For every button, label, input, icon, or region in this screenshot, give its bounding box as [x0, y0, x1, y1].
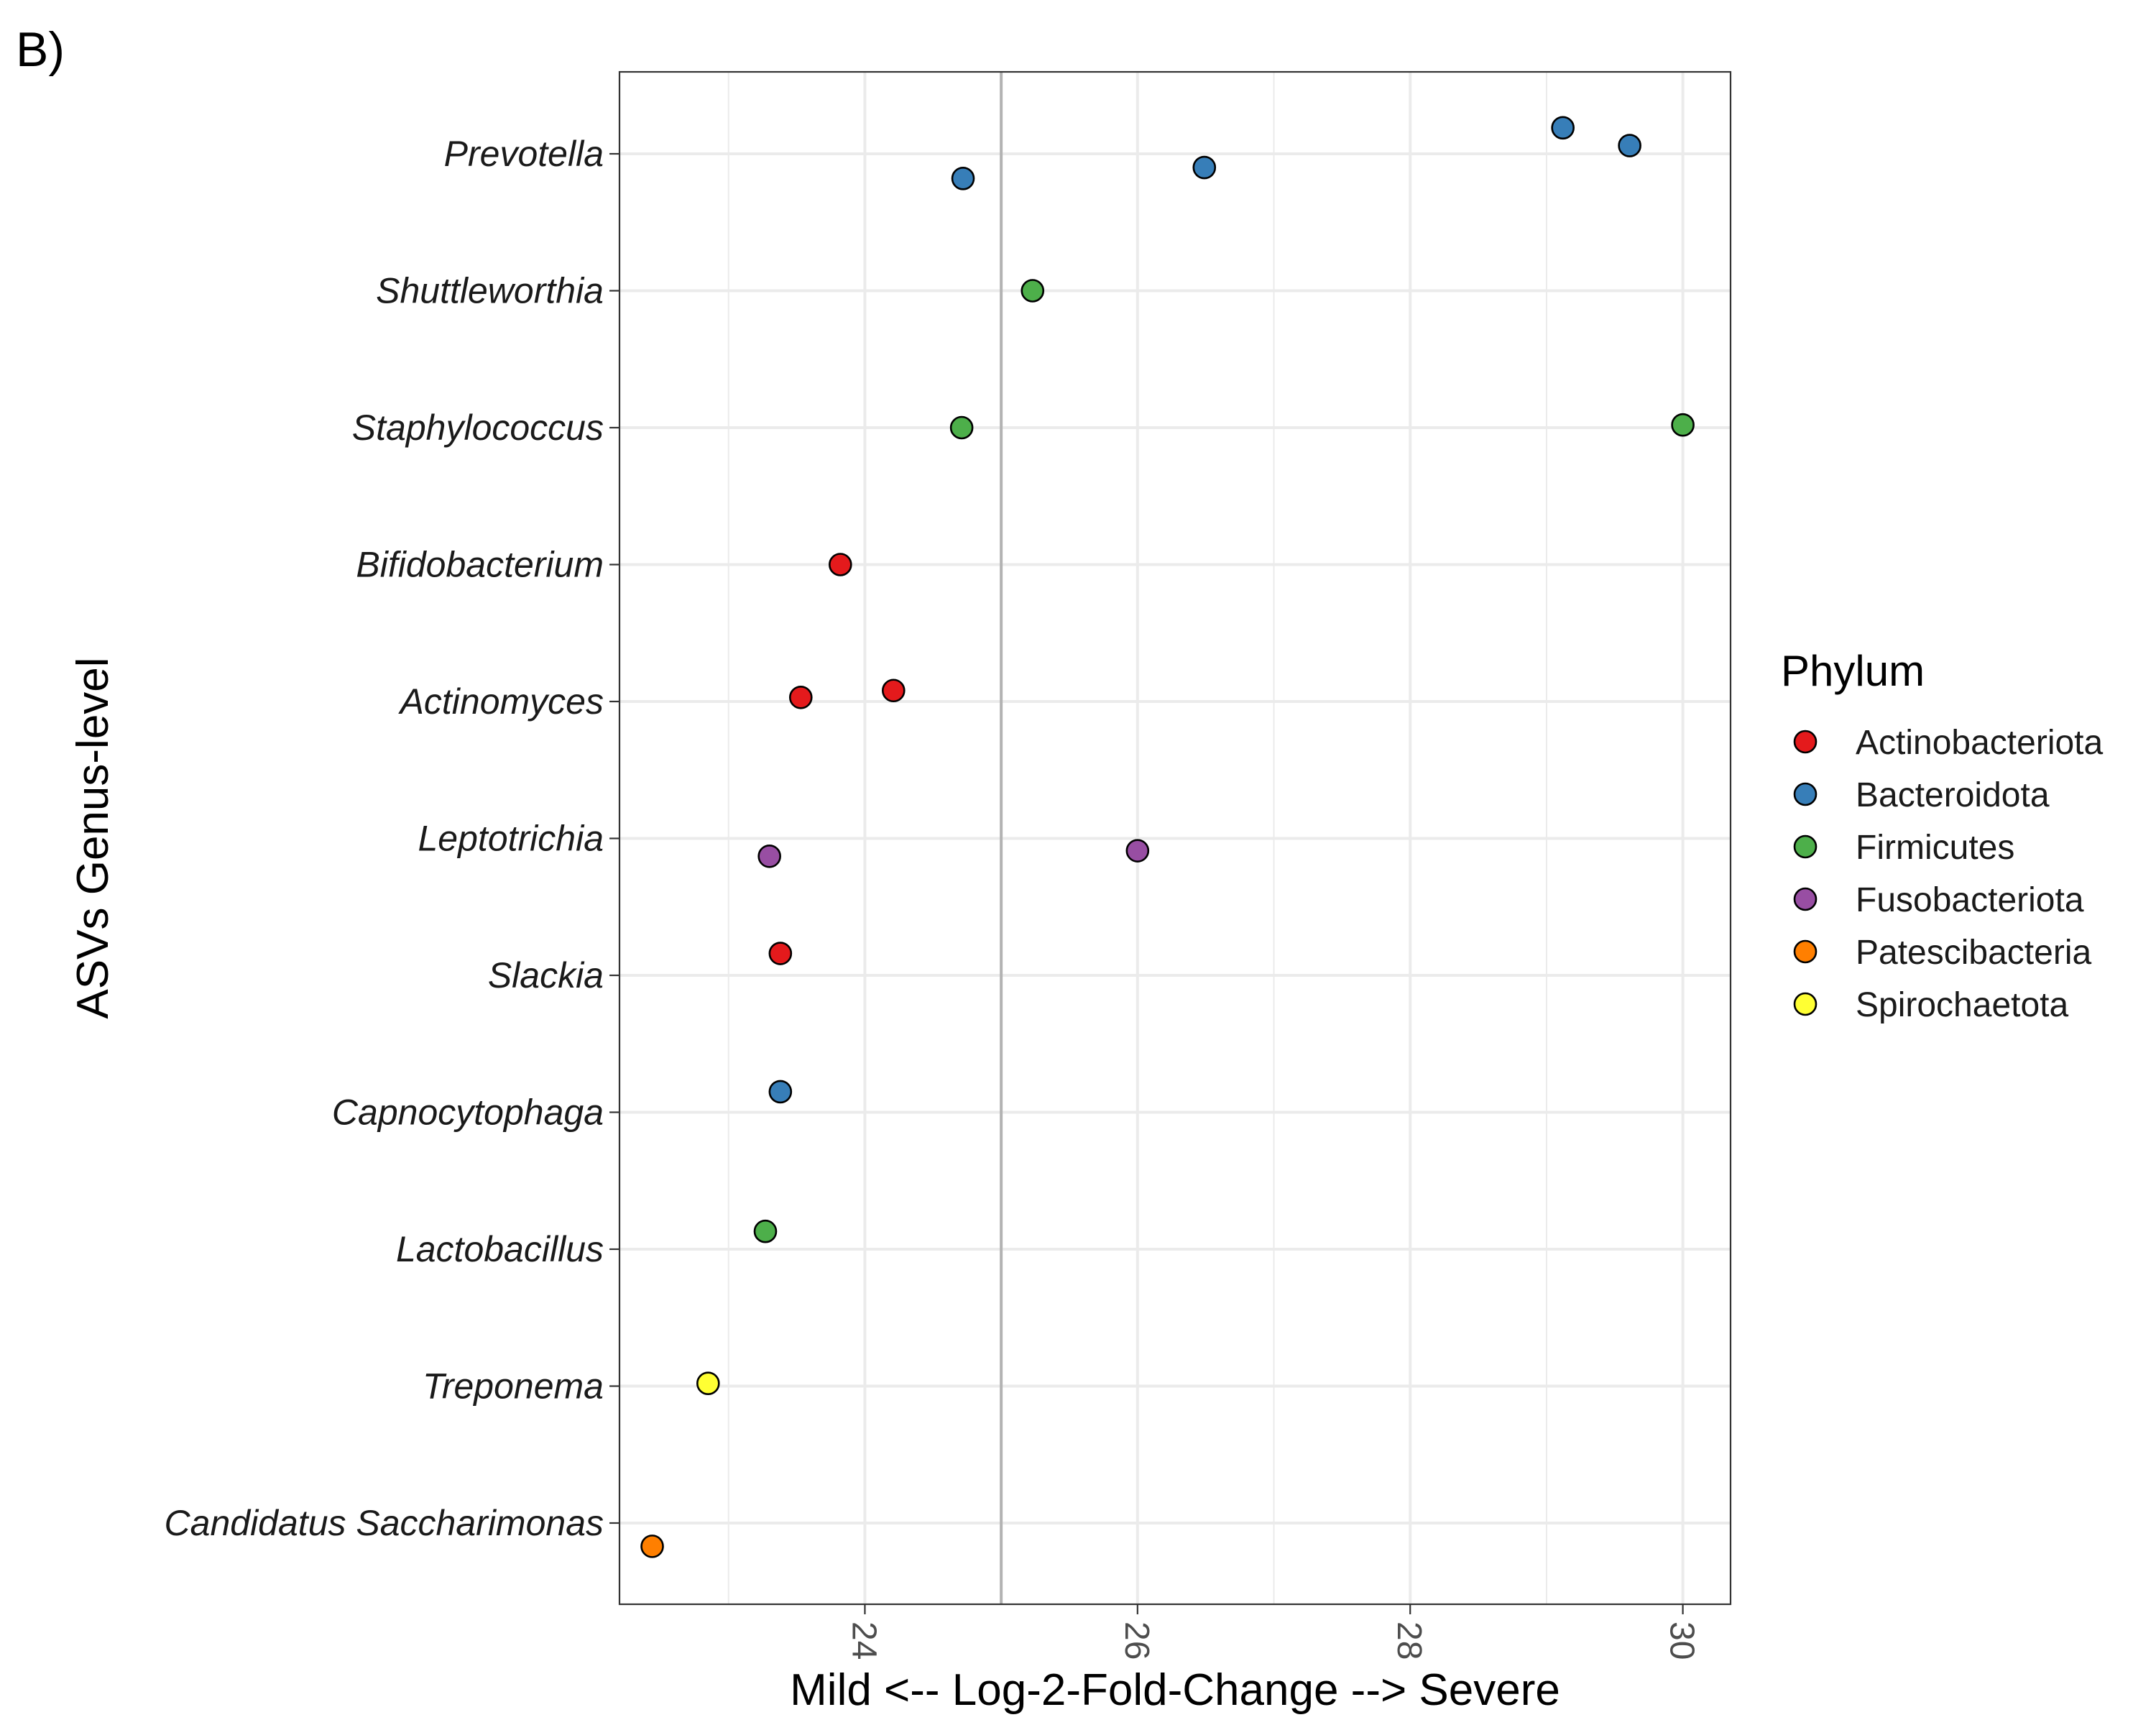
data-point	[1125, 839, 1150, 862]
data-point	[757, 844, 781, 868]
y-tick-label: Staphylococcus	[352, 408, 604, 448]
data-point	[951, 166, 975, 190]
x-tick-label: 28	[1390, 1622, 1428, 1660]
legend-label: Fusobacteriota	[1856, 881, 2084, 919]
y-tick-label: Capnocytophaga	[332, 1092, 604, 1133]
y-tick-label: Prevotella	[444, 134, 604, 174]
legend-key	[1793, 834, 1818, 859]
data-point	[881, 678, 906, 703]
y-tick-label: Leptotrichia	[418, 819, 604, 859]
legend-label: Spirochaetota	[1856, 986, 2069, 1024]
data-points	[640, 116, 1695, 1558]
y-axis-title: ASVs Genus-level	[68, 657, 118, 1018]
legend-key	[1793, 730, 1818, 754]
data-point	[1192, 155, 1217, 180]
y-tick-label: Candidatus Saccharimonas	[165, 1503, 604, 1543]
major-gridlines	[619, 72, 1731, 1604]
data-point	[768, 1080, 793, 1104]
y-tick-label: Shuttleworthia	[376, 271, 604, 311]
y-tick-label: Treponema	[423, 1366, 604, 1407]
legend-key	[1793, 887, 1818, 911]
x-tick-label: 26	[1118, 1622, 1156, 1660]
data-point	[788, 685, 813, 709]
legend-title: Phylum	[1781, 647, 1925, 695]
y-axis: Prevotella Shuttleworthia Staphylococcus Bi…	[165, 134, 619, 1543]
x-tick-label: 30	[1663, 1622, 1701, 1660]
data-point	[696, 1371, 720, 1395]
legend-label: Firmicutes	[1856, 829, 2014, 867]
legend: Phylum Actinobacteriota Bacteroidota Firmi…	[1781, 647, 2104, 1024]
data-point	[768, 942, 793, 965]
y-tick-label: Bifidobacterium	[356, 545, 604, 585]
y-tick-label: Lactobacillus	[396, 1229, 604, 1269]
legend-label: Patescibacteria	[1856, 934, 2091, 972]
legend-key	[1793, 939, 1818, 964]
data-point	[1618, 134, 1641, 157]
data-point	[949, 415, 974, 440]
legend-key	[1793, 782, 1818, 806]
y-tick-label: Slackia	[488, 955, 604, 995]
x-axis: 24 26 28 30	[844, 1604, 1701, 1660]
y-tick-label: Actinomyces	[398, 681, 604, 722]
x-axis-title: Mild <-- Log-2-Fold-Change --> Severe	[790, 1665, 1560, 1715]
data-point	[1551, 116, 1575, 140]
data-point	[1671, 413, 1695, 437]
panel-label: B)	[16, 22, 65, 77]
plot-panel	[618, 70, 1732, 1606]
legend-label: Actinobacteriota	[1856, 724, 2104, 762]
data-point	[640, 1535, 664, 1558]
legend-key	[1793, 992, 1818, 1016]
legend-label: Bacteroidota	[1856, 776, 2050, 814]
data-point	[829, 553, 852, 576]
data-point	[1021, 279, 1045, 303]
legend-items: Actinobacteriota Bacteroidota Firmicutes Fu…	[1793, 724, 2104, 1024]
x-tick-label: 24	[844, 1622, 883, 1660]
data-point	[753, 1219, 778, 1243]
